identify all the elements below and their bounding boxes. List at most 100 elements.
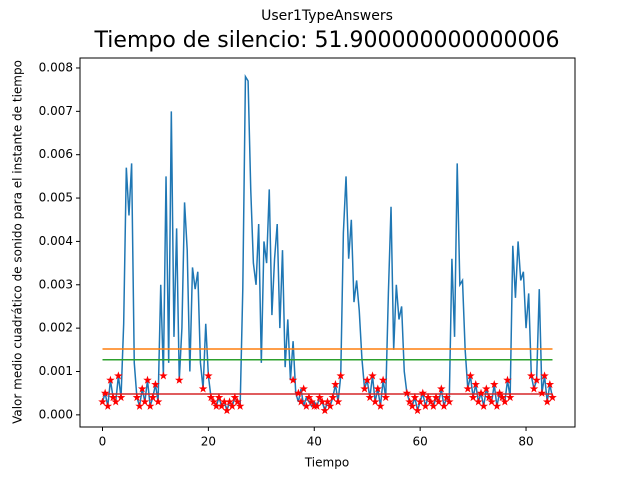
- star-marker: [227, 401, 237, 410]
- star-marker: [98, 397, 107, 406]
- star-marker: [209, 397, 218, 406]
- star-marker: [307, 397, 316, 406]
- star-marker: [484, 393, 494, 402]
- star-marker: [296, 397, 306, 406]
- star-marker: [288, 375, 298, 384]
- star-marker: [474, 397, 483, 406]
- star-marker: [108, 393, 118, 402]
- star-marker: [153, 397, 163, 406]
- star-marker: [402, 388, 412, 397]
- star-marker: [418, 388, 428, 397]
- star-marker: [476, 388, 486, 397]
- y-tick-label: 0.005: [39, 191, 73, 205]
- star-marker: [368, 371, 377, 380]
- star-marker: [302, 401, 311, 410]
- star-marker: [545, 380, 555, 389]
- star-marker: [431, 393, 441, 402]
- star-marker: [376, 401, 385, 410]
- star-marker: [299, 384, 308, 393]
- star-marker: [413, 406, 422, 415]
- star-marker: [320, 406, 330, 415]
- star-marker: [429, 401, 438, 410]
- star-marker: [479, 401, 488, 410]
- y-tick-label: 0.006: [39, 147, 73, 161]
- star-marker: [323, 397, 332, 406]
- star-marker: [159, 371, 168, 380]
- star-marker: [439, 401, 449, 410]
- star-marker: [407, 401, 417, 410]
- star-marker: [362, 375, 372, 384]
- star-marker: [492, 401, 502, 410]
- star-marker: [206, 393, 216, 402]
- star-marker: [489, 380, 499, 389]
- star-marker: [312, 401, 322, 410]
- y-tick-label: 0.008: [39, 60, 73, 74]
- y-tick-label: 0.000: [39, 407, 73, 421]
- star-marker: [466, 371, 475, 380]
- star-marker: [434, 397, 443, 406]
- star-marker: [378, 375, 388, 384]
- star-marker: [100, 388, 110, 397]
- star-marker: [111, 397, 121, 406]
- star-marker: [230, 393, 240, 402]
- star-marker: [235, 401, 245, 410]
- star-marker: [410, 393, 420, 402]
- star-marker: [114, 371, 123, 380]
- star-marker: [219, 397, 229, 406]
- star-marker: [135, 401, 144, 410]
- star-marker: [365, 393, 375, 402]
- chart-title: Tiempo de silencio: 51.900000000000006: [94, 28, 560, 53]
- star-marker: [137, 384, 147, 393]
- star-marker: [103, 401, 113, 410]
- star-marker: [132, 393, 142, 402]
- star-marker: [415, 397, 425, 406]
- y-tick-label: 0.001: [39, 364, 73, 378]
- star-marker: [315, 393, 324, 402]
- star-marker: [370, 397, 380, 406]
- star-marker: [204, 371, 213, 380]
- y-tick-label: 0.002: [39, 321, 73, 335]
- y-axis-label: Valor medio cuadrático de sonido para el…: [11, 60, 25, 424]
- star-marker: [381, 393, 391, 402]
- star-marker: [503, 375, 512, 384]
- star-marker: [373, 384, 383, 393]
- star-marker: [426, 397, 436, 406]
- y-tick-label: 0.007: [39, 104, 73, 118]
- star-marker: [106, 375, 115, 384]
- star-marker: [437, 384, 446, 393]
- star-marker: [532, 375, 541, 384]
- star-marker: [542, 397, 552, 406]
- star-marker: [174, 375, 184, 384]
- star-marker: [225, 397, 234, 406]
- star-marker: [217, 401, 226, 410]
- star-marker: [212, 401, 221, 410]
- star-marker: [328, 393, 338, 402]
- star-marker: [222, 406, 232, 415]
- star-marker: [145, 401, 155, 410]
- star-marker: [527, 371, 536, 380]
- plot-frame: [79, 57, 576, 428]
- star-marker: [336, 371, 346, 380]
- star-marker: [463, 384, 473, 393]
- star-marker: [500, 397, 510, 406]
- star-marker: [482, 384, 491, 393]
- x-tick-label: 60: [413, 435, 428, 449]
- star-marker: [333, 397, 343, 406]
- star-marker: [214, 393, 224, 402]
- star-marker: [487, 397, 496, 406]
- star-marker: [233, 397, 242, 406]
- star-marker: [497, 393, 507, 402]
- x-tick-label: 40: [307, 435, 322, 449]
- star-marker: [140, 397, 150, 406]
- star-marker: [548, 393, 557, 402]
- x-axis-label: Tiempo: [304, 456, 349, 470]
- star-marker: [442, 393, 451, 402]
- x-tick-label: 0: [99, 435, 107, 449]
- x-tick-label: 20: [201, 435, 216, 449]
- star-marker: [444, 397, 454, 406]
- star-marker: [423, 393, 433, 402]
- star-marker: [331, 380, 340, 389]
- star-marker: [325, 401, 335, 410]
